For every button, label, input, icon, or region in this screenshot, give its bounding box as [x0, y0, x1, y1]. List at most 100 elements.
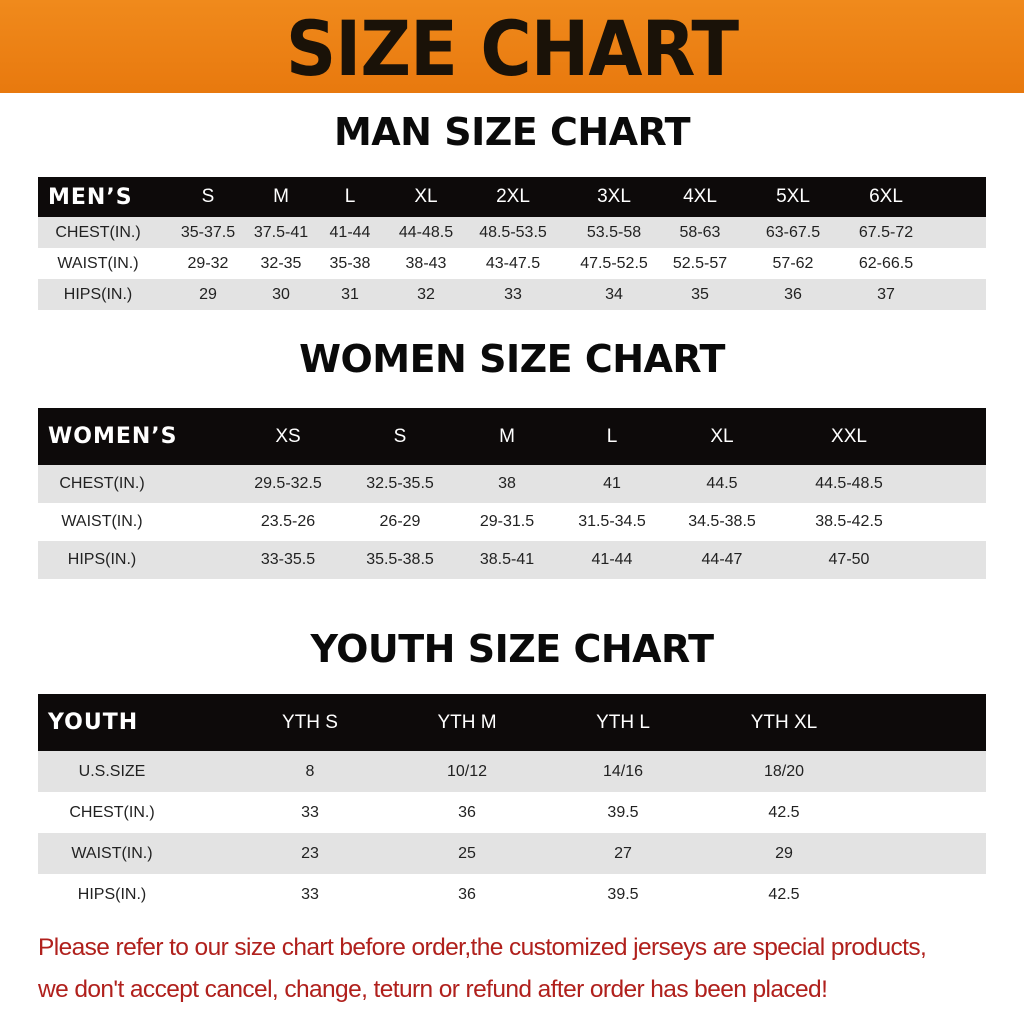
size-column-header: YTH L [596, 711, 650, 733]
youth-header-label: YOUTH [48, 710, 139, 735]
measurement-value: 33 [504, 285, 522, 303]
size-column-header: 5XL [776, 186, 810, 207]
measurement-value: 36 [458, 803, 476, 821]
size-column-header: XL [414, 186, 438, 207]
measurement-value: 57-62 [772, 254, 814, 272]
measurement-label: CHEST(IN.) [69, 803, 155, 821]
measurement-value: 39.5 [607, 885, 639, 903]
notice-line-2: we don't accept cancel, change, teturn o… [38, 976, 828, 1003]
measurement-value: 25 [458, 844, 476, 862]
measurement-value: 26-29 [379, 513, 421, 530]
measurement-value: 38-43 [405, 254, 447, 272]
size-column-header: YTH S [282, 711, 338, 733]
size-column-header: 6XL [869, 186, 903, 207]
youth-section-title: YOUTH SIZE CHART [310, 627, 714, 671]
measurement-value: 23 [301, 844, 319, 862]
measurement-row: WAIST(IN.) 23 25 27 29 [38, 833, 986, 874]
measurement-row: CHEST(IN.) 33 36 39.5 42.5 [38, 792, 986, 833]
size-column-header: M [499, 425, 515, 447]
measurement-label: HIPS(IN.) [77, 885, 147, 903]
measurement-row: CHEST(IN.) 29.5-32.5 32.5-35.5 38 41 44.5 44.5… [38, 465, 986, 503]
men-header-label: MEN’S [48, 184, 133, 210]
measurement-label: WAIST(IN.) [57, 254, 139, 272]
measurement-value: 38.5-41 [479, 551, 535, 568]
notice-line-1: Please refer to our size chart before or… [38, 934, 927, 961]
size-column-header: XXL [831, 425, 867, 447]
measurement-label: WAIST(IN.) [71, 844, 153, 862]
measurement-value: 35 [691, 285, 709, 303]
measurement-value: 42.5 [768, 885, 800, 903]
measurement-value: 53.5-58 [586, 223, 642, 241]
measurement-value: 31 [341, 285, 359, 303]
measurement-value: 33 [301, 803, 319, 821]
measurement-value: 36 [458, 885, 476, 903]
measurement-value: 48.5-53.5 [479, 223, 547, 241]
measurement-row: WAIST(IN.) 23.5-26 26-29 29-31.5 31.5-34.5 34… [38, 503, 986, 541]
men-header-row: MEN’S S M L XL 2XL 3XL 4XL 5XL 6XL [38, 177, 986, 217]
measurement-value: 32 [417, 285, 435, 303]
measurement-value: 30 [272, 285, 290, 303]
measurement-value: 29-31.5 [479, 513, 535, 530]
women-header-row: WOMEN’S XS S M L XL XXL [38, 408, 986, 465]
size-column-header: S [393, 425, 407, 447]
measurement-value: 31.5-34.5 [578, 513, 646, 530]
measurement-value: 37.5-41 [253, 223, 309, 241]
size-column-header: YTH M [437, 711, 497, 733]
measurement-value: 36 [784, 285, 802, 303]
measurement-row: HIPS(IN.) 33 36 39.5 42.5 [38, 874, 986, 915]
measurement-value: 18/20 [763, 762, 805, 780]
measurement-value: 35-38 [329, 254, 371, 272]
measurement-value: 32-35 [260, 254, 302, 272]
measurement-value: 23.5-26 [260, 513, 316, 530]
measurement-value: 44-48.5 [398, 223, 454, 241]
measurement-label: HIPS(IN.) [67, 551, 137, 568]
measurement-value: 47-50 [828, 551, 870, 568]
measurement-value: 38.5-42.5 [815, 513, 883, 530]
measurement-row: CHEST(IN.) 35-37.5 37.5-41 41-44 44-48.5 48.5… [38, 217, 986, 248]
measurement-value: 37 [877, 285, 895, 303]
measurement-value: 39.5 [607, 803, 639, 821]
measurement-row: HIPS(IN.) 33-35.5 35.5-38.5 38.5-41 41-44 44-… [38, 541, 986, 579]
measurement-label: U.S.SIZE [78, 762, 146, 780]
measurement-value: 35-37.5 [180, 223, 236, 241]
measurement-value: 63-67.5 [765, 223, 821, 241]
men-section-title: MAN SIZE CHART [333, 110, 691, 154]
size-column-header: L [344, 186, 356, 207]
measurement-value: 33 [301, 885, 319, 903]
size-column-header: L [606, 425, 618, 447]
size-column-header: YTH XL [750, 711, 818, 733]
size-column-header: 3XL [597, 186, 631, 207]
youth-header-row: YOUTH YTH S YTH M YTH L YTH XL [38, 694, 986, 751]
measurement-label: CHEST(IN.) [55, 223, 141, 241]
women-header-label: WOMEN’S [48, 424, 178, 449]
measurement-row: U.S.SIZE 8 10/12 14/16 18/20 [38, 751, 986, 792]
measurement-value: 43-47.5 [485, 254, 541, 272]
measurement-value: 41-44 [329, 223, 371, 241]
measurement-label: CHEST(IN.) [59, 475, 145, 492]
measurement-value: 44.5-48.5 [815, 475, 883, 492]
measurement-value: 52.5-57 [672, 254, 728, 272]
measurement-value: 33-35.5 [260, 551, 316, 568]
measurement-row: HIPS(IN.) 29 30 31 32 33 34 35 36 37 [38, 279, 986, 310]
measurement-value: 34 [605, 285, 623, 303]
measurement-value: 34.5-38.5 [688, 513, 756, 530]
measurement-label: HIPS(IN.) [63, 285, 133, 303]
measurement-value: 44.5 [706, 475, 738, 492]
measurement-value: 58-63 [679, 223, 721, 241]
measurement-value: 62-66.5 [858, 254, 914, 272]
women-section-title: WOMEN SIZE CHART [299, 337, 725, 381]
measurement-value: 29-32 [187, 254, 229, 272]
measurement-value: 29 [199, 285, 217, 303]
measurement-value: 29 [775, 844, 793, 862]
banner: SIZE CHART [0, 0, 1024, 93]
measurement-value: 8 [305, 762, 315, 780]
size-column-header: 4XL [683, 186, 717, 207]
measurement-value: 14/16 [602, 762, 644, 780]
measurement-value: 38 [498, 475, 516, 492]
size-column-header: 2XL [496, 186, 530, 207]
measurement-value: 42.5 [768, 803, 800, 821]
measurement-label: WAIST(IN.) [61, 513, 143, 530]
measurement-value: 44-47 [701, 551, 743, 568]
size-column-header: S [201, 186, 215, 207]
measurement-value: 41 [603, 475, 621, 492]
